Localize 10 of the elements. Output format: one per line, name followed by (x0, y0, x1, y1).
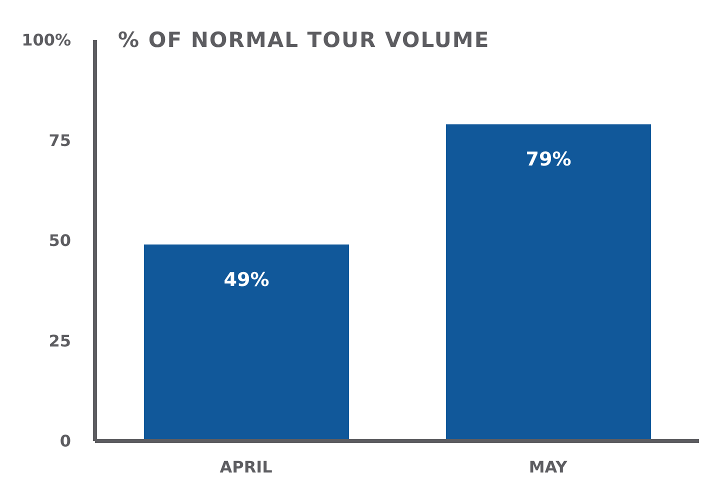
y-tick-label: 50 (48, 231, 71, 250)
data-label: 79% (526, 148, 572, 171)
data-label: 49% (224, 269, 270, 291)
x-tick-label: MAY (528, 457, 568, 476)
y-tick-label: 75 (48, 130, 71, 150)
y-tick-label: 0 (60, 432, 71, 451)
y-tick-label: 100% (22, 30, 71, 50)
x-tick-label: APRIL (220, 457, 272, 476)
chart-title: % OF NORMAL TOUR VOLUME (118, 28, 490, 52)
y-tick-label: 25 (48, 331, 71, 350)
